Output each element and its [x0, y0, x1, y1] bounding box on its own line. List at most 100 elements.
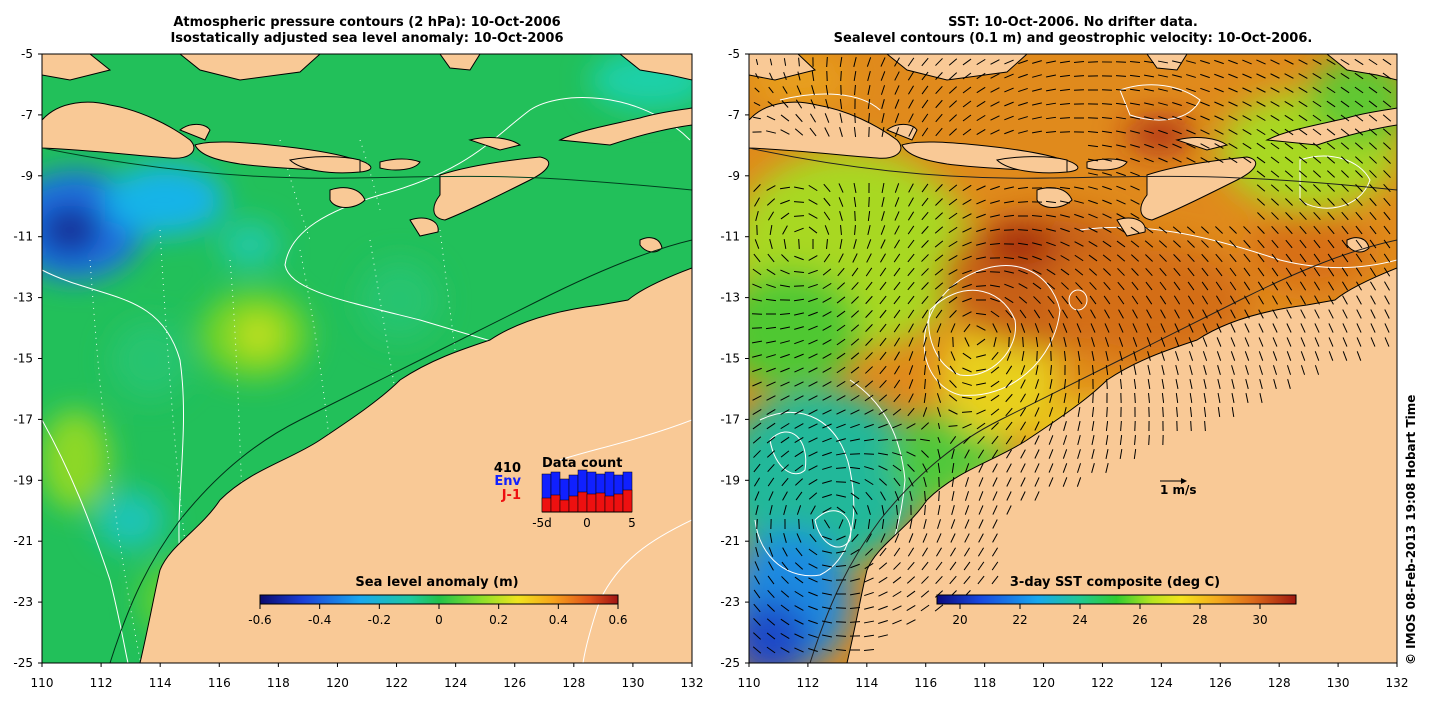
velocity-arrow	[1020, 477, 1026, 487]
left-y-tick-label: -23	[13, 595, 33, 609]
velocity-arrow	[794, 326, 804, 330]
velocity-arrow	[753, 463, 761, 473]
velocity-arrow	[1215, 253, 1223, 263]
colorbar-tick-label: 0.6	[608, 613, 627, 627]
velocity-arrow	[1189, 392, 1193, 404]
velocity-arrow	[850, 380, 860, 388]
velocity-arrow	[1242, 59, 1252, 65]
velocity-arrow	[948, 240, 958, 248]
velocity-arrow	[854, 210, 856, 222]
velocity-arrow	[962, 297, 972, 303]
velocity-arrow	[908, 85, 914, 95]
velocity-arrow	[1105, 434, 1109, 446]
velocity-arrow	[881, 126, 885, 138]
velocity-arrow	[948, 198, 958, 206]
velocity-arrow	[783, 72, 787, 80]
velocity-arrow	[810, 505, 816, 515]
velocity-arrow	[1201, 295, 1209, 305]
velocity-arrow	[838, 183, 844, 193]
velocity-arrow	[1117, 268, 1125, 276]
velocity-arrow	[865, 267, 873, 277]
velocity-arrow	[1231, 379, 1235, 389]
velocity-arrow	[1312, 114, 1322, 122]
velocity-arrow	[796, 533, 802, 543]
velocity-arrow	[863, 648, 875, 652]
velocity-arrow	[1228, 59, 1238, 65]
velocity-arrow	[1032, 60, 1042, 64]
velocity-arrow	[921, 547, 929, 557]
right-y-tick-label: -15	[720, 352, 740, 366]
velocity-arrow	[976, 128, 986, 136]
velocity-arrow	[1342, 309, 1348, 319]
velocity-arrow	[767, 463, 775, 473]
velocity-arrow	[1298, 73, 1308, 79]
velocity-arrow	[993, 337, 997, 347]
velocity-arrow	[751, 340, 763, 344]
velocity-arrow	[1186, 87, 1196, 93]
velocity-arrow	[1003, 200, 1015, 204]
velocity-arrow	[948, 58, 958, 66]
velocity-arrow	[1034, 323, 1040, 333]
velocity-arrow	[978, 533, 984, 543]
velocity-arrow	[1328, 351, 1334, 361]
velocity-arrow	[1172, 157, 1182, 163]
velocity-arrow	[1088, 213, 1098, 219]
left-x-tick-label: 120	[326, 676, 349, 690]
velocity-arrow	[921, 225, 929, 235]
velocity-arrow	[808, 478, 818, 486]
velocity-arrow	[893, 295, 901, 305]
velocity-arrow	[1313, 281, 1321, 291]
velocity-arrow	[1132, 309, 1138, 319]
velocity-arrow	[1088, 254, 1098, 262]
velocity-arrow	[962, 184, 972, 192]
velocity-arrow	[1244, 309, 1250, 319]
velocity-arrow	[963, 547, 971, 557]
velocity-arrow	[850, 338, 860, 346]
velocity-arrow	[1174, 309, 1180, 319]
velocity-arrow	[1076, 323, 1082, 333]
velocity-arrow	[751, 313, 763, 315]
velocity-arrow	[1314, 337, 1320, 347]
velocity-arrow	[1215, 281, 1223, 291]
velocity-arrow	[921, 197, 929, 207]
velocity-arrow	[1383, 156, 1391, 164]
velocity-arrow	[1355, 211, 1363, 221]
right-x-tick-label: 114	[855, 676, 878, 690]
velocity-arrow	[1284, 170, 1294, 178]
velocity-arrow	[1018, 296, 1028, 304]
velocity-arrow	[1004, 283, 1014, 289]
velocity-arrow	[1342, 351, 1348, 361]
velocity-arrow	[822, 437, 832, 443]
velocity-arrow	[892, 576, 902, 584]
velocity-arrow	[1270, 101, 1280, 107]
velocity-arrow	[977, 561, 985, 571]
velocity-arrow	[1355, 197, 1363, 207]
velocity-arrow	[1129, 102, 1141, 106]
velocity-arrow	[1134, 434, 1136, 446]
velocity-arrow	[753, 603, 761, 613]
velocity-arrow	[850, 479, 860, 485]
velocity-arrow	[1060, 214, 1070, 218]
velocity-arrow	[1200, 226, 1210, 234]
velocity-arrow	[1242, 87, 1252, 93]
velocity-arrow	[766, 354, 776, 358]
velocity-arrow	[1032, 116, 1042, 120]
velocity-arrow	[1158, 143, 1168, 149]
velocity-arrow	[976, 72, 986, 80]
velocity-arrow	[864, 562, 874, 570]
velocity-arrow	[1087, 131, 1099, 133]
velocity-arrow	[1245, 393, 1249, 403]
velocity-arrow	[823, 183, 831, 193]
velocity-arrow	[822, 423, 832, 429]
velocity-arrow	[907, 281, 915, 291]
velocity-arrow	[1342, 323, 1348, 333]
data-count-j1-label: J-1	[501, 488, 521, 503]
velocity-arrow	[1005, 407, 1013, 417]
j1-count-bar	[622, 489, 633, 513]
velocity-arrow	[1160, 309, 1166, 319]
velocity-arrow	[1049, 393, 1053, 403]
velocity-arrow	[1370, 281, 1376, 291]
velocity-arrow	[1214, 87, 1224, 93]
